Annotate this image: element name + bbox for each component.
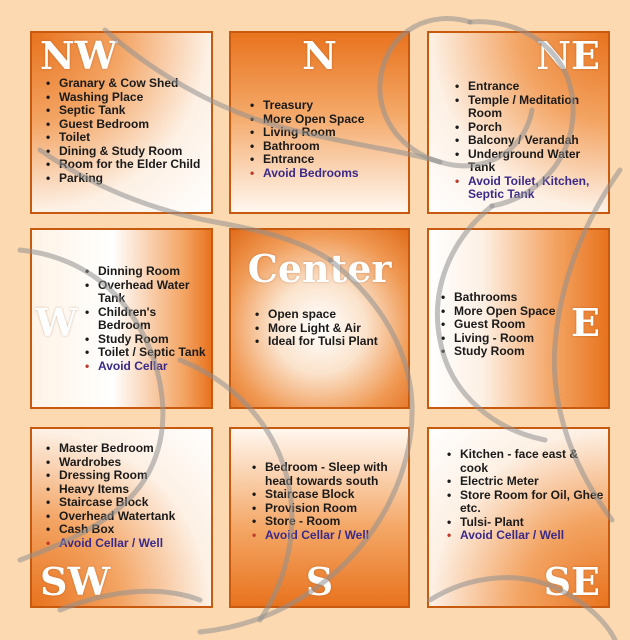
list-item: Underground Water Tank [453, 147, 603, 175]
list-item: Ideal for Tulsi Plant [253, 334, 403, 349]
direction-label-w: W [35, 300, 78, 345]
list-item: Master Bedroom [44, 441, 211, 456]
list-item: Tulsi- Plant [445, 515, 605, 530]
list-item: Overhead Watertank [44, 509, 211, 524]
list-item: Wardrobes [44, 455, 211, 470]
direction-label-sw: SW [40, 559, 111, 604]
list-item: Bedroom - Sleep with head towards south [250, 460, 408, 488]
list-item: Study Room [439, 344, 569, 359]
list-item: Bathroom [248, 139, 408, 154]
cell-ne: NE EntranceTemple / Meditation RoomPorch… [427, 31, 610, 214]
list-item: Porch [453, 120, 603, 135]
item-list-ne: EntranceTemple / Meditation RoomPorchBal… [453, 79, 603, 202]
item-list-w: Dinning RoomOverhead Water TankChildren'… [83, 264, 208, 374]
cell-e: E BathroomsMore Open SpaceGuest RoomLivi… [427, 228, 610, 409]
avoid-note: Avoid Toilet, Kitchen, Septic Tank [453, 174, 603, 202]
list-item: Granary & Cow Shed [44, 76, 211, 91]
cell-n: N TreasuryMore Open SpaceLiving RoomBath… [229, 31, 410, 214]
avoid-note: Avoid Cellar / Well [445, 528, 605, 543]
item-list-n: TreasuryMore Open SpaceLiving RoomBathro… [248, 98, 408, 181]
list-item: Bathrooms [439, 290, 569, 305]
list-item: Entrance [248, 152, 408, 167]
list-item: Guest Bedroom [44, 117, 211, 132]
direction-label-e: E [571, 300, 600, 345]
item-list-center: Open spaceMore Light & AirIdeal for Tuls… [253, 307, 403, 349]
direction-label-s: S [305, 559, 334, 604]
list-item: Dining & Study Room [44, 144, 211, 159]
list-item: Staircase Block [250, 487, 408, 502]
cell-w: W Dinning RoomOverhead Water TankChildre… [30, 228, 213, 409]
direction-label-n: N [302, 33, 337, 78]
list-item: Guest Room [439, 317, 569, 332]
direction-label-nw: NW [40, 33, 118, 78]
avoid-note: Avoid Cellar / Well [250, 528, 408, 543]
cell-s: S Bedroom - Sleep with head towards sout… [229, 427, 410, 608]
item-list-e: BathroomsMore Open SpaceGuest RoomLiving… [439, 290, 569, 359]
list-item: More Light & Air [253, 321, 403, 336]
list-item: Electric Meter [445, 474, 605, 489]
list-item: Heavy Items [44, 482, 211, 497]
list-item: Living - Room [439, 331, 569, 346]
direction-label-center: Center [247, 246, 392, 291]
list-item: Study Room [83, 332, 208, 347]
list-item: More Open Space [439, 304, 569, 319]
list-item: Staircase Block [44, 495, 211, 510]
list-item: Room for the Elder Child [44, 157, 211, 172]
list-item: Open space [253, 307, 403, 322]
list-item: Children's Bedroom [83, 305, 208, 333]
list-item: Living Room [248, 125, 408, 140]
list-item: Washing Place [44, 90, 211, 105]
list-item: More Open Space [248, 112, 408, 127]
cell-nw: NW Granary & Cow ShedWashing PlaceSeptic… [30, 31, 213, 214]
list-item: Entrance [453, 79, 603, 94]
list-item: Cash Box [44, 522, 211, 537]
list-item: Balcony / Verandah [453, 133, 603, 148]
direction-label-se: SE [543, 559, 600, 604]
list-item: Kitchen - face east & cook [445, 447, 605, 475]
cell-center: Center Open spaceMore Light & AirIdeal f… [229, 228, 410, 409]
list-item: Temple / Meditation Room [453, 93, 603, 121]
direction-label-ne: NE [536, 33, 600, 78]
avoid-note: Avoid Bedrooms [248, 166, 408, 181]
cell-se: SE Kitchen - face east & cookElectric Me… [427, 427, 610, 608]
item-list-sw: Master BedroomWardrobesDressing RoomHeav… [44, 441, 211, 551]
list-item: Provision Room [250, 501, 408, 516]
item-list-s: Bedroom - Sleep with head towards southS… [250, 460, 408, 543]
list-item: Store - Room [250, 514, 408, 529]
list-item: Toilet [44, 130, 211, 145]
list-item: Store Room for Oil, Ghee etc. [445, 488, 605, 516]
list-item: Dressing Room [44, 468, 211, 483]
list-item: Dinning Room [83, 264, 208, 279]
item-list-se: Kitchen - face east & cookElectric Meter… [445, 447, 605, 543]
list-item: Septic Tank [44, 103, 211, 118]
avoid-note: Avoid Cellar [83, 359, 208, 374]
cell-sw: SW Master BedroomWardrobesDressing RoomH… [30, 427, 213, 608]
list-item: Parking [44, 171, 211, 186]
list-item: Treasury [248, 98, 408, 113]
item-list-nw: Granary & Cow ShedWashing PlaceSeptic Ta… [44, 76, 211, 186]
list-item: Toilet / Septic Tank [83, 345, 208, 360]
list-item: Overhead Water Tank [83, 278, 208, 306]
avoid-note: Avoid Cellar / Well [44, 536, 211, 551]
